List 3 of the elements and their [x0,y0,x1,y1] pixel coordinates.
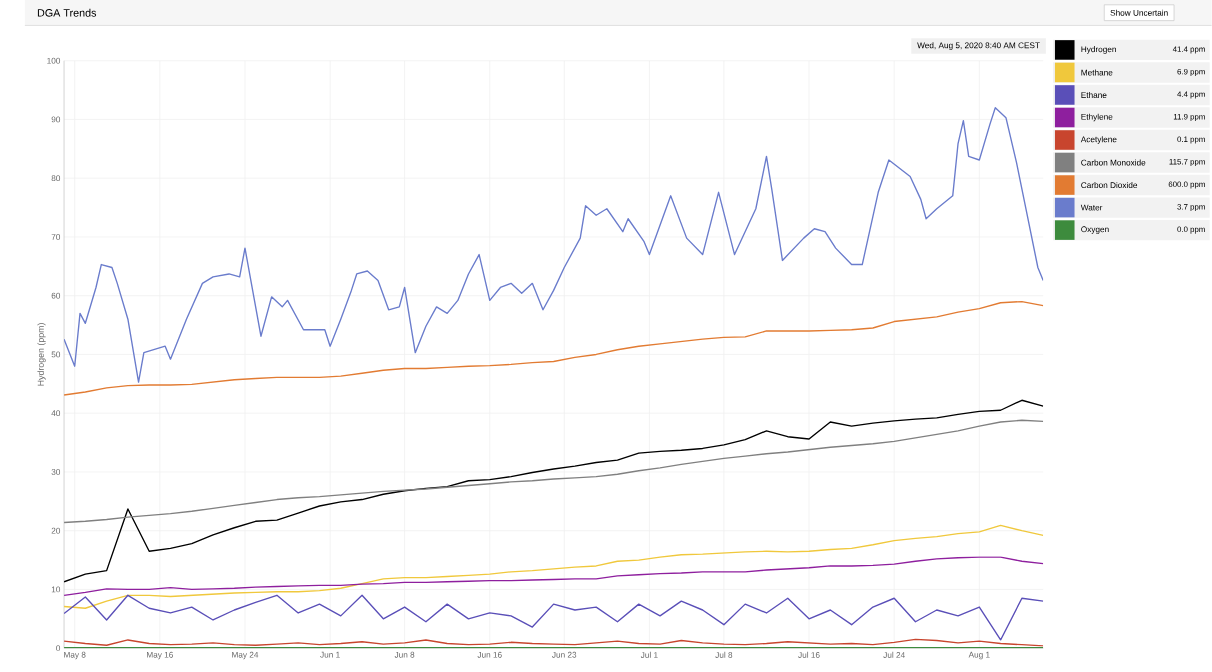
line-series [64,594,1044,641]
line-series [64,399,1044,583]
line-series [64,107,1044,383]
